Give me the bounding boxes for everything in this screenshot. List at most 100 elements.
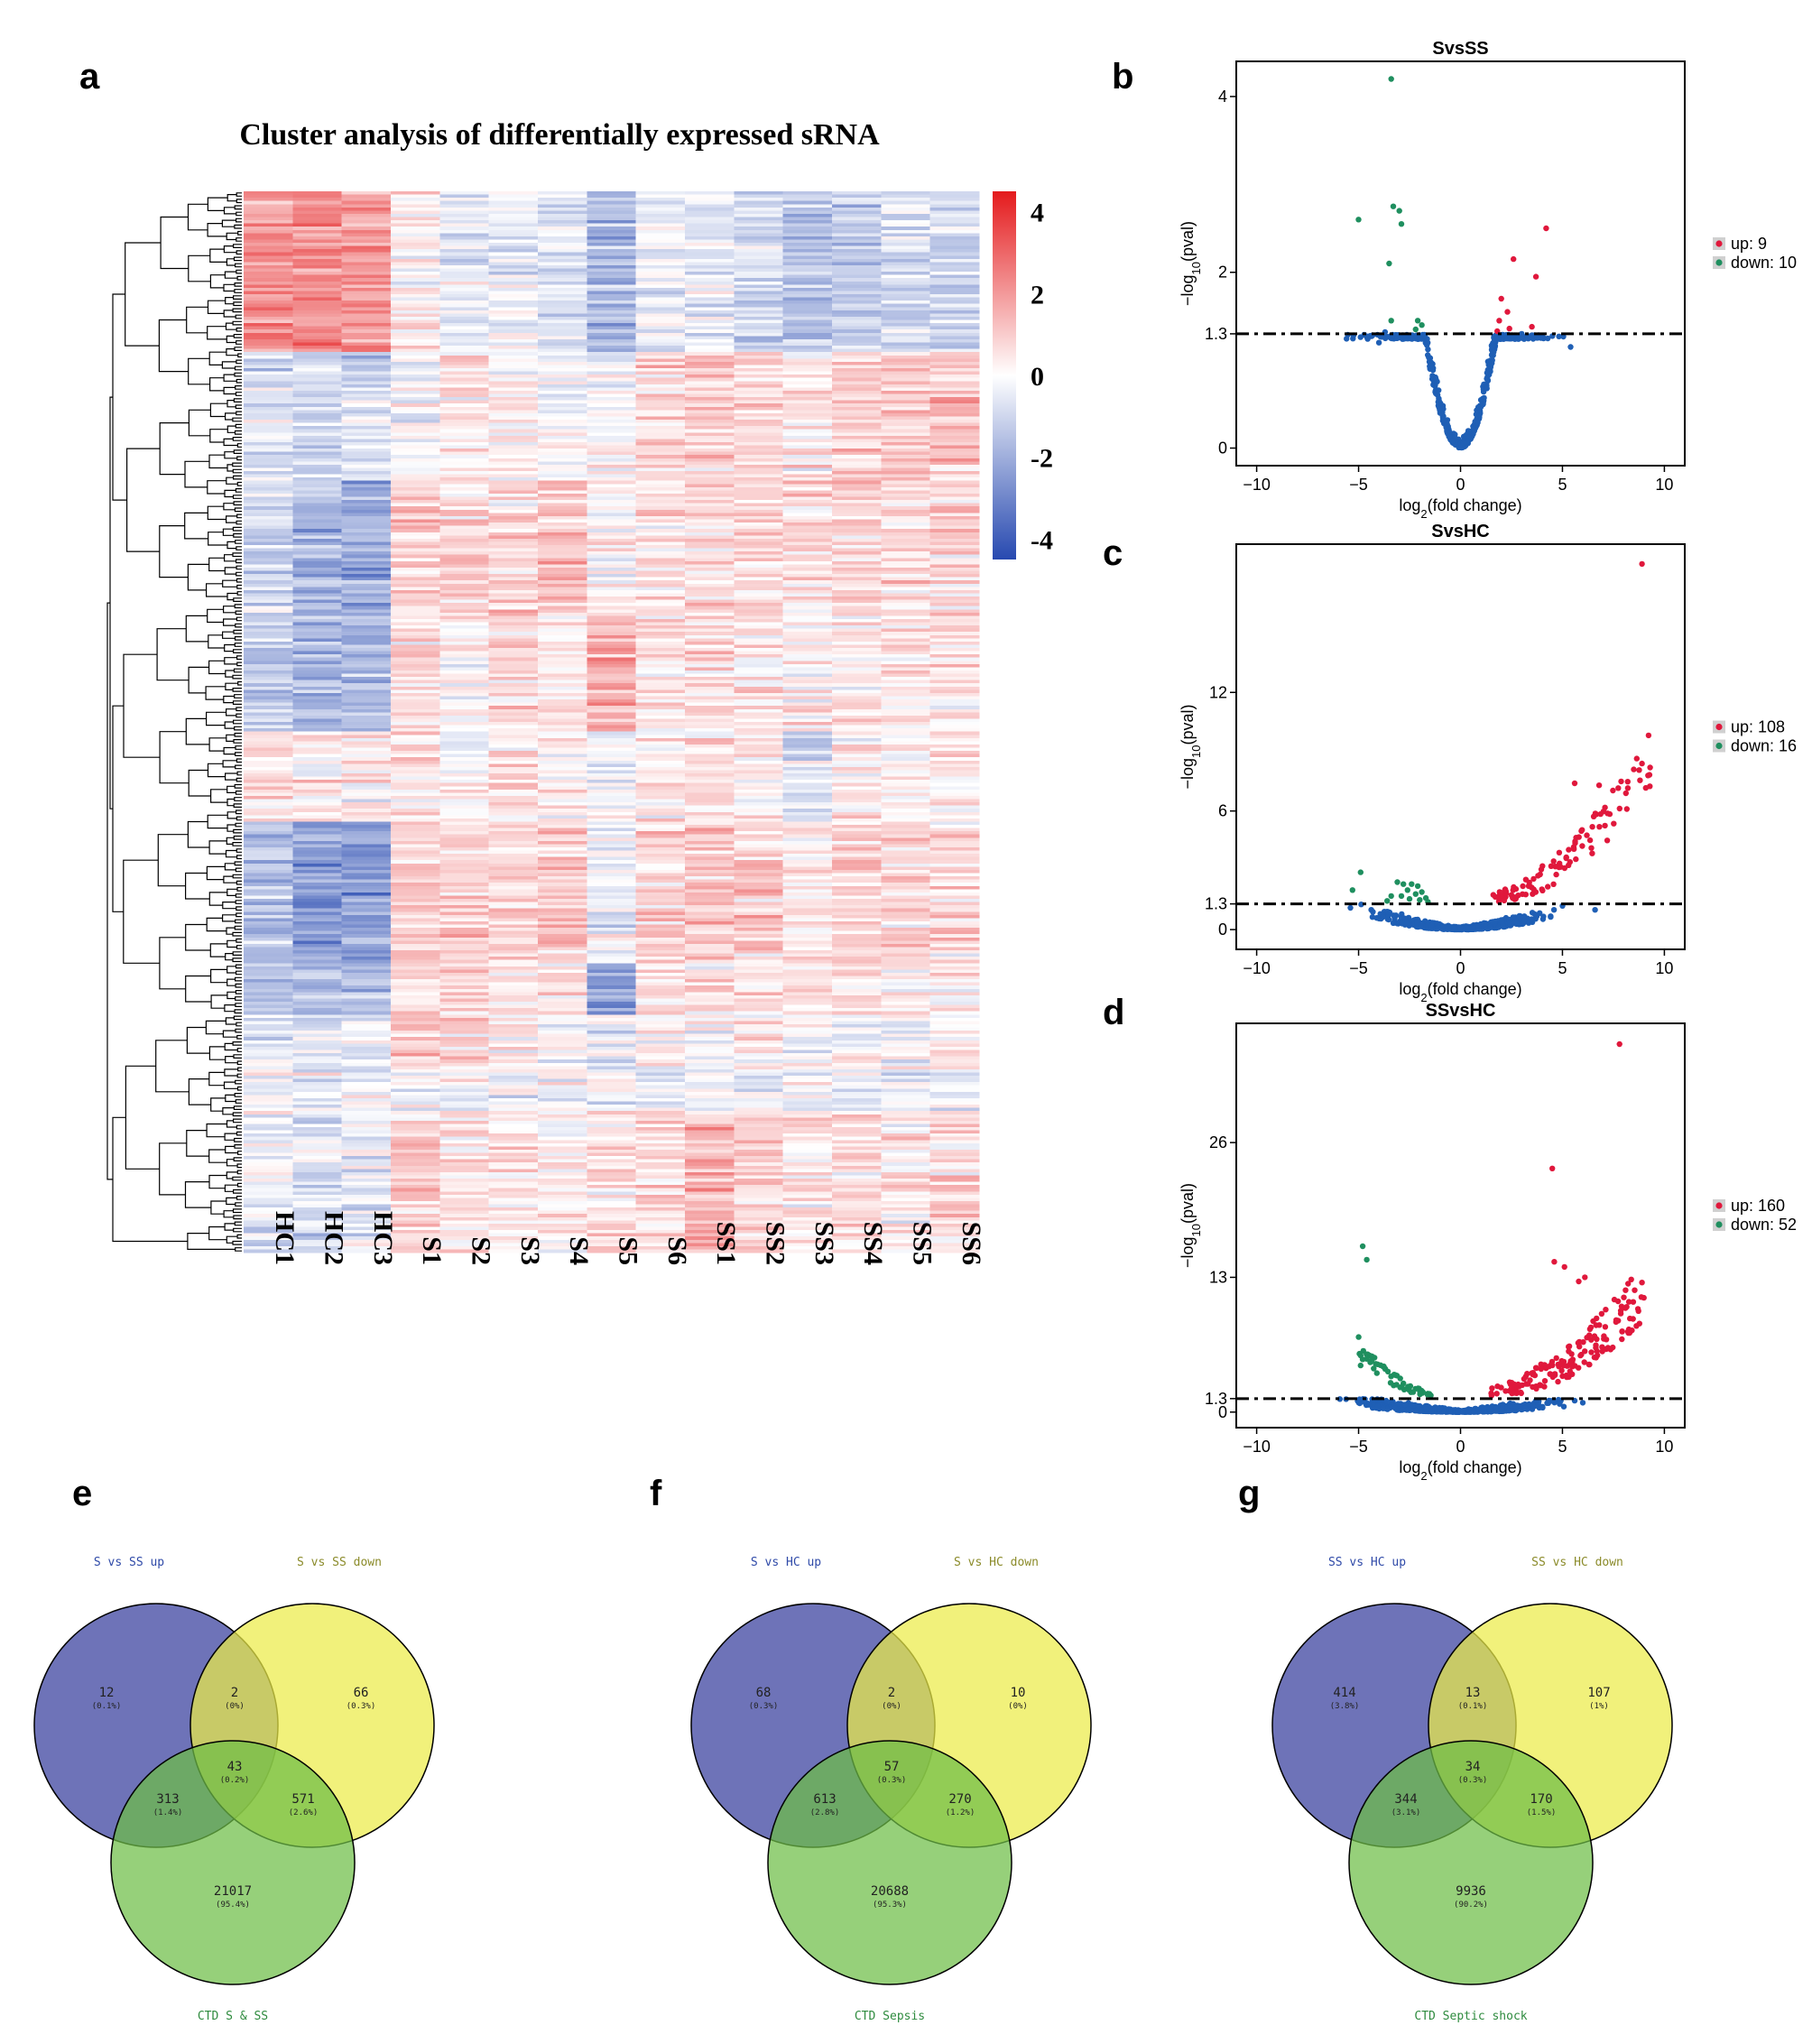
heatmap-cell xyxy=(685,342,735,347)
heatmap-cell xyxy=(488,1066,539,1070)
heatmap-cell xyxy=(538,883,587,887)
heatmap-cell xyxy=(685,1169,735,1173)
heatmap-cell xyxy=(782,895,833,900)
heatmap-cell xyxy=(929,731,980,735)
heatmap-cell xyxy=(244,1171,293,1177)
heatmap-cell xyxy=(782,696,833,700)
heatmap-cell xyxy=(782,1076,833,1080)
heatmap-cell xyxy=(341,589,392,595)
heatmap-cell xyxy=(782,365,833,369)
heatmap-cell xyxy=(734,252,784,256)
heatmap-cell xyxy=(341,361,392,366)
heatmap-cell xyxy=(488,509,539,513)
heatmap-cell xyxy=(538,570,587,575)
heatmap-cell xyxy=(341,381,392,385)
heatmap-cell xyxy=(685,441,735,447)
heatmap-cell xyxy=(881,920,931,926)
heatmap-cell xyxy=(782,914,833,919)
heatmap-cell xyxy=(391,972,440,977)
heatmap-cell xyxy=(391,455,440,459)
heatmap-cell xyxy=(292,657,343,661)
heatmap-cell xyxy=(488,541,539,546)
heatmap-cell xyxy=(587,291,637,295)
heatmap-cell xyxy=(635,1031,686,1035)
heatmap-cell xyxy=(881,840,931,846)
heatmap-cell xyxy=(832,1056,882,1060)
heatmap-cell xyxy=(292,458,343,462)
heatmap-cell xyxy=(488,558,539,562)
heatmap-cell xyxy=(685,412,735,418)
heatmap-cell xyxy=(635,744,686,749)
heatmap-cell xyxy=(832,1046,882,1051)
heatmap-cell xyxy=(341,426,392,430)
heatmap-cell xyxy=(685,895,735,900)
heatmap-cell xyxy=(391,786,440,791)
heatmap-cell xyxy=(391,303,440,308)
heatmap-cell xyxy=(832,239,882,244)
heatmap-cell xyxy=(832,747,882,752)
heatmap-cell xyxy=(341,706,392,710)
heatmap-cell xyxy=(341,735,392,739)
heatmap-cell xyxy=(244,535,293,540)
heatmap-cell xyxy=(635,969,686,974)
dendrogram-branch xyxy=(232,308,242,313)
heatmap-cell xyxy=(881,268,931,273)
heatmap-cell xyxy=(782,920,833,926)
heatmap-cell xyxy=(341,574,392,578)
heatmap-cell xyxy=(734,634,784,639)
heatmap-cell xyxy=(782,953,833,957)
heatmap-cell xyxy=(292,782,343,787)
heatmap-cell xyxy=(244,255,293,260)
heatmap-cell xyxy=(734,1097,784,1103)
heatmap-cell xyxy=(391,1226,440,1231)
heatmap-cell xyxy=(685,1040,735,1044)
heatmap-cell xyxy=(782,1027,833,1031)
heatmap-cell xyxy=(929,760,980,764)
heatmap-cell xyxy=(832,1130,882,1134)
heatmap-cell xyxy=(635,1037,686,1041)
heatmap-cell xyxy=(587,1175,637,1179)
heatmap-cell xyxy=(244,834,293,838)
heatmap-cell xyxy=(391,883,440,887)
heatmap-cell xyxy=(341,272,392,276)
heatmap-cell xyxy=(782,229,833,234)
heatmap-cell xyxy=(439,1162,490,1167)
heatmap-cell xyxy=(929,686,980,690)
heatmap-cell xyxy=(587,319,637,324)
heatmap-cell xyxy=(881,641,931,646)
heatmap-cell xyxy=(734,1169,784,1173)
heatmap-cell xyxy=(538,860,587,865)
heatmap-cell xyxy=(929,1059,980,1064)
heatmap-cell xyxy=(881,1088,931,1093)
heatmap-cell xyxy=(734,760,784,764)
heatmap-cell xyxy=(439,541,490,546)
heatmap-cell xyxy=(488,622,539,626)
heatmap-cell xyxy=(488,368,539,373)
heatmap-cell xyxy=(782,368,833,373)
heatmap-cell xyxy=(929,523,980,527)
heatmap-cell xyxy=(391,574,440,578)
heatmap-cell xyxy=(488,741,539,745)
heatmap-cell xyxy=(341,599,392,604)
heatmap-cell xyxy=(439,638,490,643)
heatmap-cell xyxy=(439,760,490,764)
heatmap-cell xyxy=(782,1230,833,1235)
heatmap-cell xyxy=(929,1249,980,1253)
heatmap-cell xyxy=(782,661,833,665)
heatmap-cell xyxy=(929,957,980,961)
heatmap-cell xyxy=(488,825,539,829)
heatmap-cell xyxy=(488,982,539,986)
heatmap-cell xyxy=(538,523,587,527)
heatmap-cell xyxy=(391,920,440,926)
heatmap-cell xyxy=(439,918,490,922)
heatmap-cell xyxy=(635,1027,686,1031)
heatmap-cell xyxy=(832,503,882,507)
heatmap-cell xyxy=(341,560,392,565)
heatmap-cell xyxy=(538,361,587,366)
heatmap-cell xyxy=(341,1008,392,1013)
heatmap-cell xyxy=(538,869,587,874)
heatmap-cell xyxy=(685,567,735,572)
heatmap-cell xyxy=(929,789,980,793)
heatmap-cell xyxy=(881,725,931,729)
heatmap-cell xyxy=(881,809,931,813)
